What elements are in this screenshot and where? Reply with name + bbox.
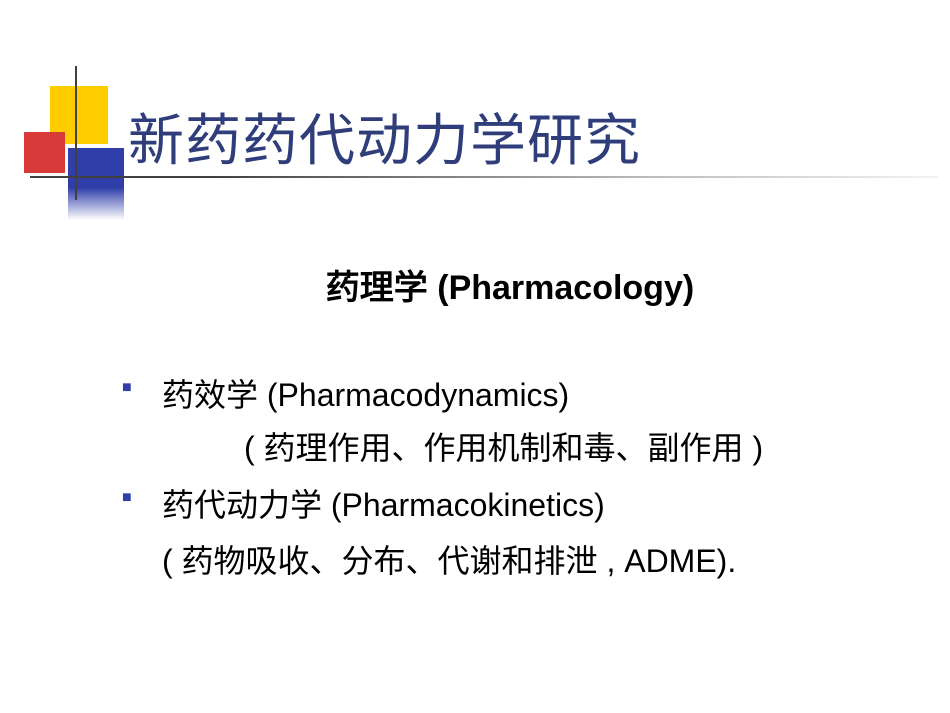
decor-horizontal-line [30, 176, 938, 178]
bullet-item: 药代动力学 (Pharmacokinetics) [120, 479, 900, 532]
slide-body: 药理学 (Pharmacology) 药效学 (Pharmacodynamics… [120, 260, 900, 588]
decor-square-red [24, 132, 65, 173]
bullet-detail: ( 药理作用、作用机制和毒、副作用 ) [162, 422, 900, 475]
bullet-list: 药效学 (Pharmacodynamics) ( 药理作用、作用机制和毒、副作用… [120, 369, 900, 531]
bullet-heading: 药效学 (Pharmacodynamics) [162, 377, 569, 413]
slide-title: 新药药代动力学研究 [128, 96, 641, 177]
bullet-detail: ( 药物吸收、分布、代谢和排泄 , ADME). [120, 535, 900, 588]
slide-subtitle: 药理学 (Pharmacology) [120, 260, 900, 309]
decor-vertical-line [75, 66, 77, 200]
slide: 新药药代动力学研究 药理学 (Pharmacology) 药效学 (Pharma… [0, 0, 950, 713]
bullet-heading: 药代动力学 (Pharmacokinetics) [162, 487, 605, 523]
bullet-item: 药效学 (Pharmacodynamics) ( 药理作用、作用机制和毒、副作用… [120, 369, 900, 475]
